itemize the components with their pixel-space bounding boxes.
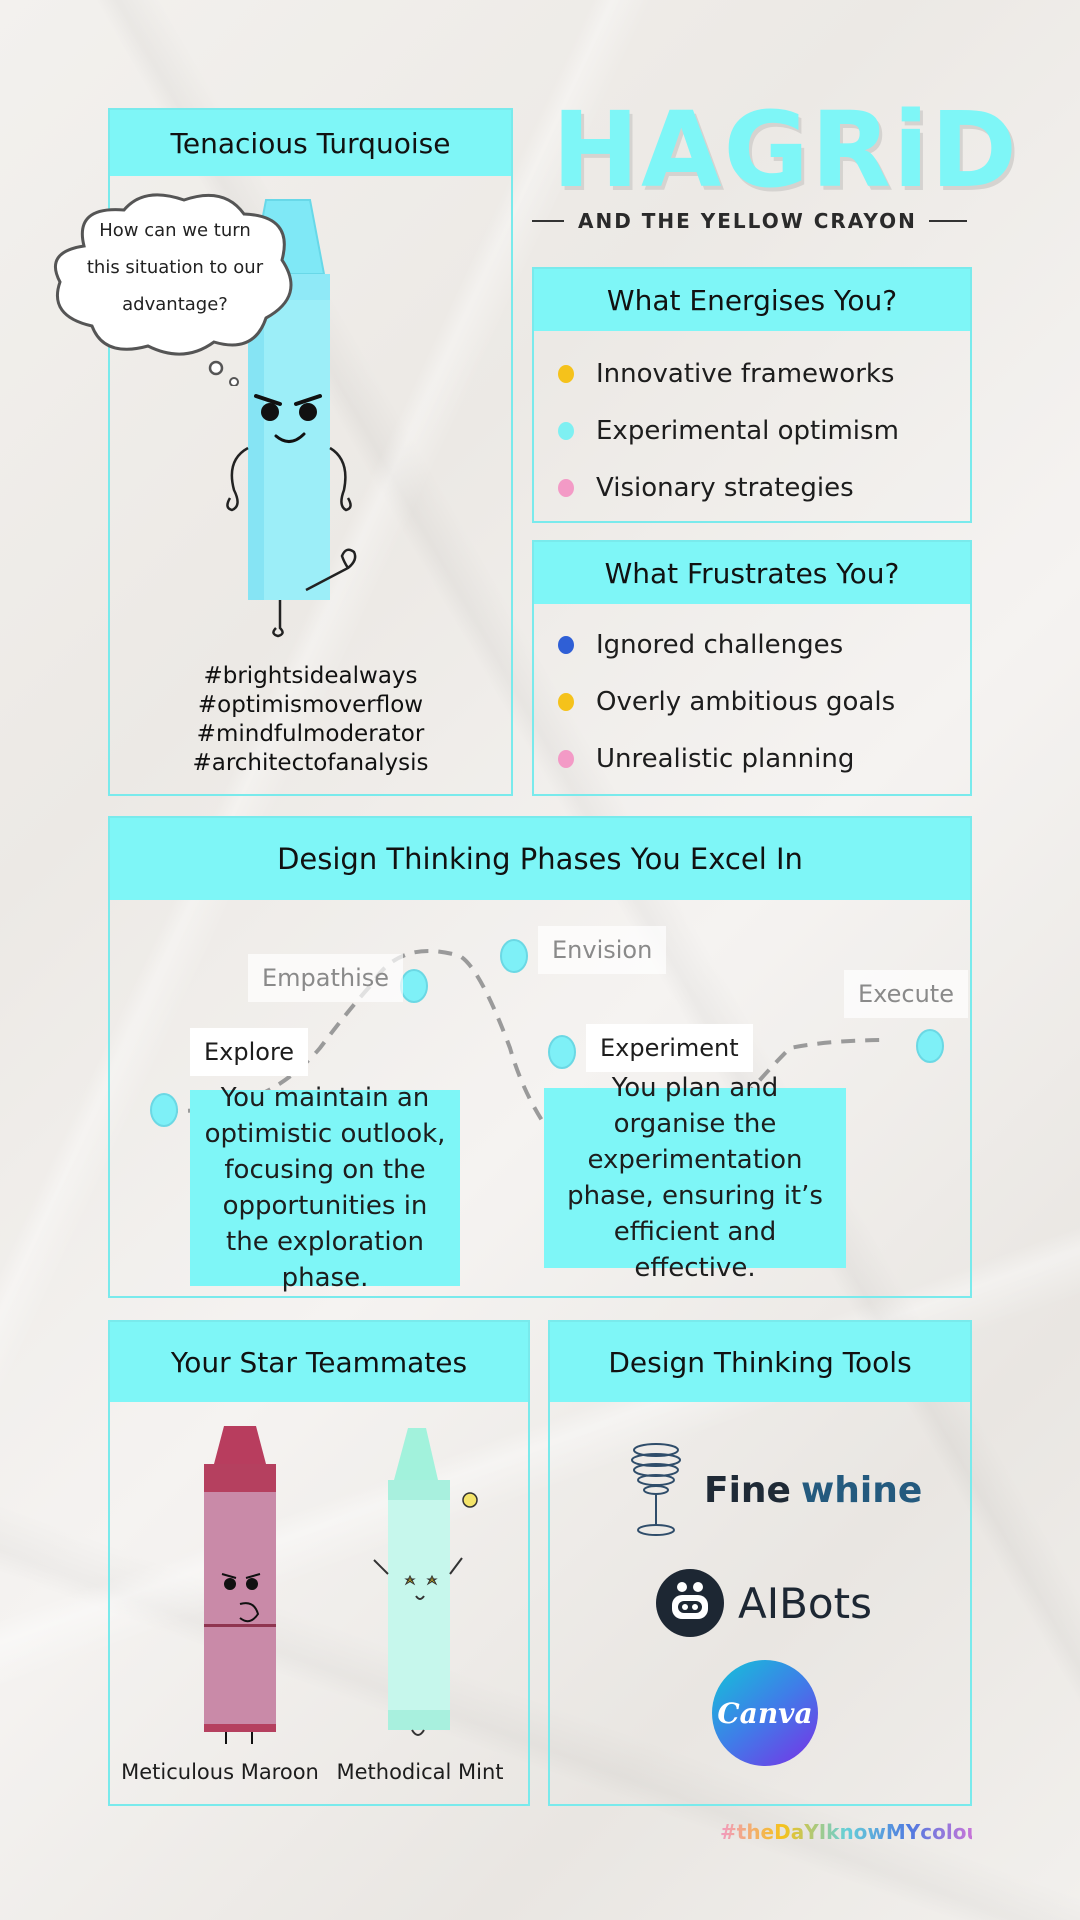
phase-marker <box>548 1035 576 1069</box>
mint-crayon-illustration <box>373 1428 478 1736</box>
list-item-label: Ignored challenges <box>596 629 844 660</box>
tool-name: AIBots <box>738 1578 872 1628</box>
subtitle-rule-left <box>532 220 564 222</box>
tool-canva: Canva <box>712 1660 818 1766</box>
list-item: Innovative frameworks <box>558 345 960 402</box>
tool-name: Canva <box>717 1696 813 1730</box>
list-item-label: Visionary strategies <box>596 472 854 503</box>
hashtag: #architectofanalysis <box>192 750 429 776</box>
phase-marker <box>916 1029 944 1063</box>
phase-label-empathise: Empathise <box>248 954 404 1002</box>
phase-path <box>150 939 944 1215</box>
phase-label-execute: Execute <box>844 970 968 1018</box>
list-item: Overly ambitious goals <box>558 673 960 730</box>
maroon-crayon-illustration <box>204 1426 276 1744</box>
energises-title: What Energises You? <box>534 269 970 331</box>
teammate-name: Methodical Mint <box>336 1760 504 1784</box>
profile-card: Tenacious Turquoise How can we turn this… <box>54 108 513 796</box>
phases-card: Design Thinking Phases You Excel In Empa… <box>108 816 972 1298</box>
phase-label-experiment: Experiment <box>586 1024 753 1072</box>
energises-list: Innovative frameworks Experimental optim… <box>558 345 960 516</box>
tool-finewhine: Fine whine <box>628 1440 922 1540</box>
phase-marker <box>400 969 428 1003</box>
list-item-label: Experimental optimism <box>596 415 899 446</box>
list-item-label: Unrealistic planning <box>596 743 855 774</box>
list-item: Experimental optimism <box>558 402 960 459</box>
subtitle-rule-right <box>928 220 967 222</box>
list-item-label: Innovative frameworks <box>596 358 895 389</box>
subtitle: AND THE YELLOW CRAYON <box>578 209 917 233</box>
subtitle-row: AND THE YELLOW CRAYON <box>532 206 972 236</box>
list-item: Unrealistic planning <box>558 730 960 787</box>
bullet-dot <box>558 421 574 440</box>
list-item: Visionary strategies <box>558 459 960 516</box>
phase-marker <box>150 1093 178 1127</box>
bullet-dot <box>558 692 574 711</box>
phase-label-envision: Envision <box>538 926 667 974</box>
hashtag-list: #brightsidealways #optimismoverflow #min… <box>110 662 511 778</box>
thought-bubble-text: How can we turn this situation to our ad… <box>86 220 264 315</box>
teammates-title: Your Star Teammates <box>110 1322 528 1402</box>
app-title: HAGRiD <box>552 89 1019 211</box>
tools-title: Design Thinking Tools <box>550 1322 970 1402</box>
hashtag: #mindfulmoderator <box>196 721 425 747</box>
list-item-label: Overly ambitious goals <box>596 686 896 717</box>
phase-label-explore: Explore <box>190 1028 309 1076</box>
wine-glass-icon <box>631 1443 681 1536</box>
bullet-dot <box>558 478 574 497</box>
thought-bubble-shape <box>54 193 293 386</box>
tool-aibots: AIBots <box>654 1567 872 1639</box>
footer-hashtag: #theDaYIknowMYcolour <box>720 1820 991 1844</box>
list-item: Ignored challenges <box>558 616 960 673</box>
frustrates-list: Ignored challenges Overly ambitious goal… <box>558 616 960 787</box>
frustrates-card: What Frustrates You? Ignored challenges … <box>532 540 972 796</box>
phase-marker <box>500 939 528 973</box>
teammate-name: Meticulous Maroon <box>121 1760 319 1784</box>
tool-name-fine: Fine <box>704 1469 791 1511</box>
bullet-dot <box>558 635 574 654</box>
profile-name: Tenacious Turquoise <box>110 110 511 176</box>
phase-description-explore: You maintain an optimistic outlook, focu… <box>190 1083 460 1293</box>
robot-icon <box>656 1569 724 1637</box>
turquoise-crayon-illustration <box>226 199 357 638</box>
frustrates-title: What Frustrates You? <box>534 542 970 604</box>
teammates-card: Your Star Teammates Meticulous Maroon Me… <box>108 1320 530 1806</box>
energises-card: What Energises You? Innovative framework… <box>532 267 972 523</box>
hashtag: #optimismoverflow <box>197 692 424 718</box>
phases-title: Design Thinking Phases You Excel In <box>110 818 970 900</box>
hashtag: #brightsidealways <box>203 663 418 689</box>
tool-name-whine: whine <box>800 1469 923 1511</box>
bullet-dot <box>558 364 574 383</box>
tools-card: Design Thinking Tools Fine whine AIBots … <box>548 1320 972 1806</box>
phase-description-experiment: You plan and organise the experimentatio… <box>544 1073 846 1283</box>
bullet-dot <box>558 749 574 768</box>
